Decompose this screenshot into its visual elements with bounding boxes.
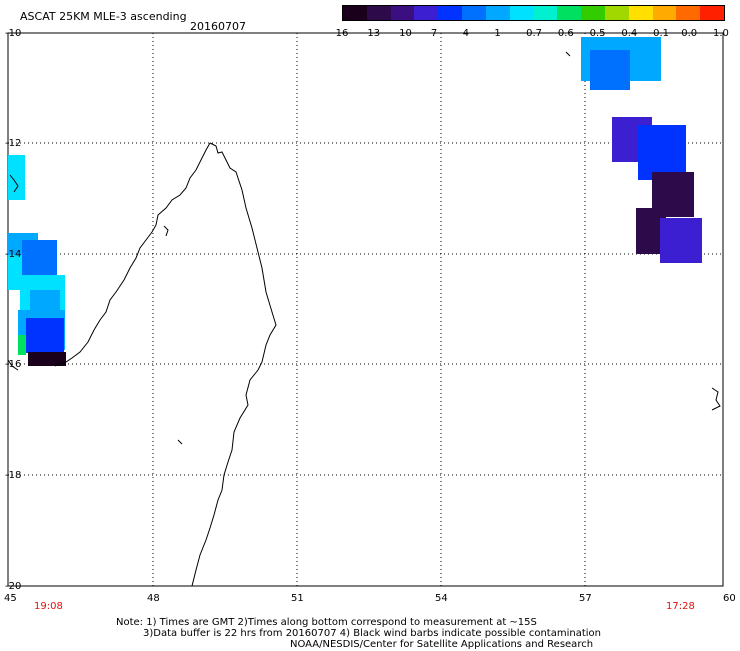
lat-label: -20 [5,581,22,592]
colorbar-segment [676,6,701,20]
island-small-2 [177,439,183,445]
note-line-2: 3)Data buffer is 22 hrs from 20160707 4)… [143,628,601,639]
colorbar-segment [581,6,605,20]
lon-label: 48 [147,593,160,604]
product-title: ASCAT 25KM MLE-3 ascending [20,10,187,23]
time-left: 19:08 [34,601,63,612]
lat-label: -10 [5,28,22,39]
colorbar-segment [533,6,558,20]
colorbar [342,5,725,21]
coast-west-islet [7,359,19,371]
colorbar-segment [390,6,415,20]
time-right: 17:28 [666,601,695,612]
lon-label: 51 [291,593,304,604]
colorbar-segment [366,6,391,20]
map-frame [7,32,724,587]
lat-label: -18 [5,470,22,481]
colorbar-segment [628,6,653,20]
graticule [8,33,723,586]
island-small-1 [565,51,571,57]
colorbar-segment [509,6,534,20]
lon-label: 45 [4,593,17,604]
colorbar-segment [485,6,510,20]
colorbar-segment [652,6,677,20]
colorbar-segment [343,6,367,20]
madagascar-coast [191,142,277,587]
colorbar-segment [414,6,439,20]
data-swath-left [8,155,66,366]
note-line-3: NOAA/NESDIS/Center for Satellite Applica… [290,639,594,650]
lat-label: -12 [5,138,22,149]
data-swath-right [581,37,702,263]
island-reunion [711,387,721,411]
lon-label: 54 [435,593,448,604]
product-date: 20160707 [190,20,246,33]
note-line-1: Note: 1) Times are GMT 2)Times along bot… [116,617,537,628]
island-comoros [9,174,19,193]
colorbar-segment [557,6,582,20]
lon-label: 60 [723,593,736,604]
colorbar-segment [700,6,724,20]
madagascar-west-coast [54,142,211,367]
lat-label: -16 [5,359,22,370]
colorbar-segment [604,6,629,20]
lon-label: 57 [579,593,592,604]
island-mayotte [163,225,169,237]
lat-label: -14 [5,249,22,260]
colorbar-segment [462,6,486,20]
colorbar-segment [438,6,463,20]
coastline [7,51,721,587]
